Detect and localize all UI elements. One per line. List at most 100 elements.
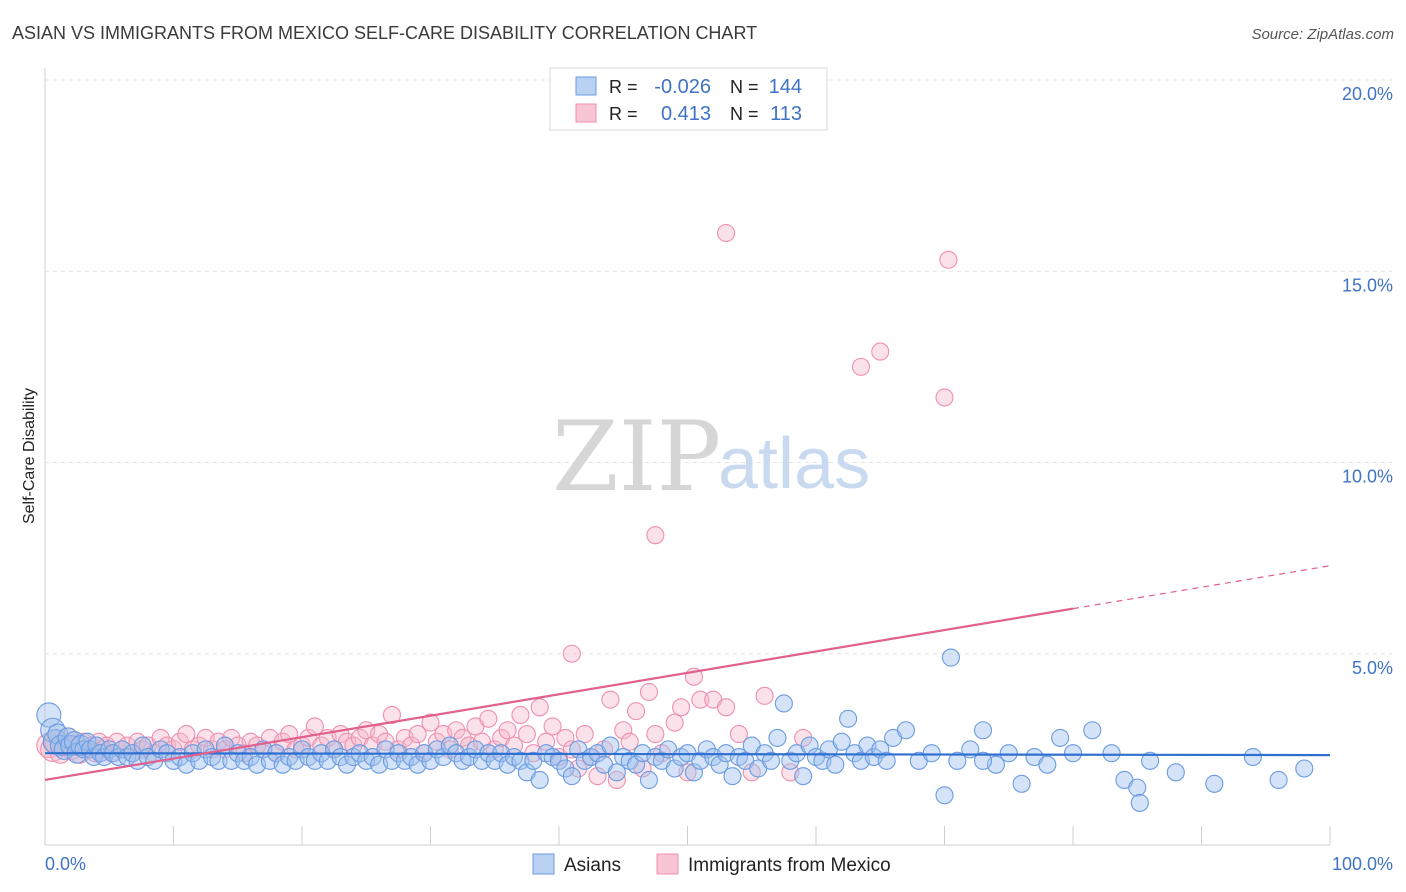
asians-point — [794, 767, 813, 786]
legend-label-mexico: Immigrants from Mexico — [688, 855, 891, 876]
mexico-point — [935, 388, 954, 407]
legend-swatch-asians — [532, 853, 555, 875]
x-tick-label: 100.0% — [1332, 854, 1393, 874]
asians-point — [922, 744, 941, 763]
x-tick-labels: 0.0% 100.0% — [45, 854, 1393, 874]
trend-line-asians — [44, 752, 1331, 757]
stats-r-value-asians: -0.026 — [654, 76, 711, 98]
stats-swatch-asians — [575, 76, 597, 96]
asians-point — [36, 702, 62, 728]
mexico-point — [588, 767, 607, 786]
mexico-point — [421, 713, 440, 732]
asians-point — [1083, 721, 1102, 740]
mexico-point — [517, 725, 536, 744]
asians-point — [382, 751, 402, 770]
asians-point — [511, 751, 530, 770]
asians-point — [1141, 751, 1160, 770]
asians-point — [627, 755, 646, 774]
mexico-point — [794, 728, 813, 747]
mexico-point — [177, 725, 196, 744]
mexico-point — [646, 526, 665, 545]
y-tick-label: 10.0% — [1342, 467, 1393, 487]
mexico-point — [627, 702, 646, 721]
asians-point — [337, 755, 357, 774]
y-tick-label: 20.0% — [1342, 84, 1393, 104]
mexico-point — [851, 357, 871, 376]
mexico-point — [511, 705, 530, 725]
asians-point — [530, 770, 549, 790]
asians-point — [781, 751, 800, 770]
asians-point — [774, 694, 793, 713]
mexico-point — [639, 682, 659, 702]
asians-point — [1012, 774, 1031, 793]
asians-point — [973, 751, 993, 770]
asians-point — [999, 744, 1018, 763]
mexico-point — [691, 690, 710, 709]
watermark-atlas: atlas — [718, 424, 870, 504]
stats-r-label-asians: R = — [609, 77, 638, 97]
asians-point — [684, 763, 703, 782]
asians-point — [1102, 744, 1121, 763]
asians-point — [665, 759, 684, 778]
asians-point — [941, 648, 960, 667]
mexico-point — [871, 342, 890, 361]
asians-point — [826, 755, 845, 774]
mexico-point — [755, 686, 774, 705]
asians-point — [222, 751, 241, 770]
mexico-point — [601, 690, 620, 709]
axes — [44, 68, 1331, 846]
stats-n-label-mexico: N = — [730, 104, 759, 124]
asians-point — [832, 732, 851, 751]
mexico-point — [479, 709, 498, 728]
asians-point — [948, 751, 967, 770]
asians-point — [896, 721, 916, 740]
series-legend: Asians Immigrants from Mexico — [532, 853, 891, 876]
asians-point — [1063, 744, 1083, 763]
mexico-point — [646, 725, 665, 744]
asians-point — [1269, 770, 1288, 790]
mexico-point — [939, 250, 958, 269]
mexico-point — [665, 713, 684, 732]
asians-point — [1295, 759, 1314, 778]
mexico-point — [614, 721, 633, 740]
watermark: ZIP atlas — [552, 401, 870, 513]
watermark-zip: ZIP — [552, 401, 721, 513]
mexico-point — [620, 732, 639, 751]
y-tick-label: 15.0% — [1342, 275, 1393, 295]
asians-point — [768, 728, 787, 747]
asians-point — [556, 759, 575, 778]
stats-swatch-mexico — [575, 103, 597, 123]
stats-n-value-mexico: 113 — [770, 103, 802, 125]
mexico-point — [672, 698, 691, 717]
legend-swatch-mexico — [656, 853, 679, 875]
asians-point — [472, 751, 491, 770]
y-tick-labels: 5.0% 10.0% 15.0% 20.0% — [1342, 84, 1393, 678]
asians-point — [639, 770, 659, 790]
trend-lines — [44, 565, 1331, 782]
stats-n-label-asians: N = — [730, 77, 759, 97]
mexico-point — [498, 721, 517, 740]
asians-point — [305, 751, 324, 770]
asians-point — [1243, 747, 1262, 767]
grid — [45, 79, 1392, 655]
asians-point — [935, 786, 954, 805]
y-axis-label: Self-Care Disability — [21, 388, 38, 524]
asians-point — [1128, 778, 1147, 797]
asians-point — [1130, 793, 1149, 812]
stats-r-value-mexico: 0.413 — [661, 103, 711, 125]
mexico-point — [729, 725, 748, 744]
asians-point — [1038, 755, 1057, 774]
mexico-point — [370, 725, 389, 744]
mexico-point — [408, 725, 427, 744]
trend-line-mexico — [44, 607, 1074, 782]
mexico-point — [575, 725, 594, 744]
y-tick-label: 5.0% — [1352, 658, 1393, 678]
mexico-point — [562, 644, 581, 663]
stats-legend: R = -0.026 N = 144 R = 0.413 N = 113 — [549, 67, 828, 131]
mexico-point — [569, 759, 588, 778]
asians-point — [1166, 763, 1185, 782]
asians-point — [562, 767, 581, 786]
stats-n-value-asians: 144 — [769, 76, 802, 98]
mexico-point — [556, 728, 575, 747]
